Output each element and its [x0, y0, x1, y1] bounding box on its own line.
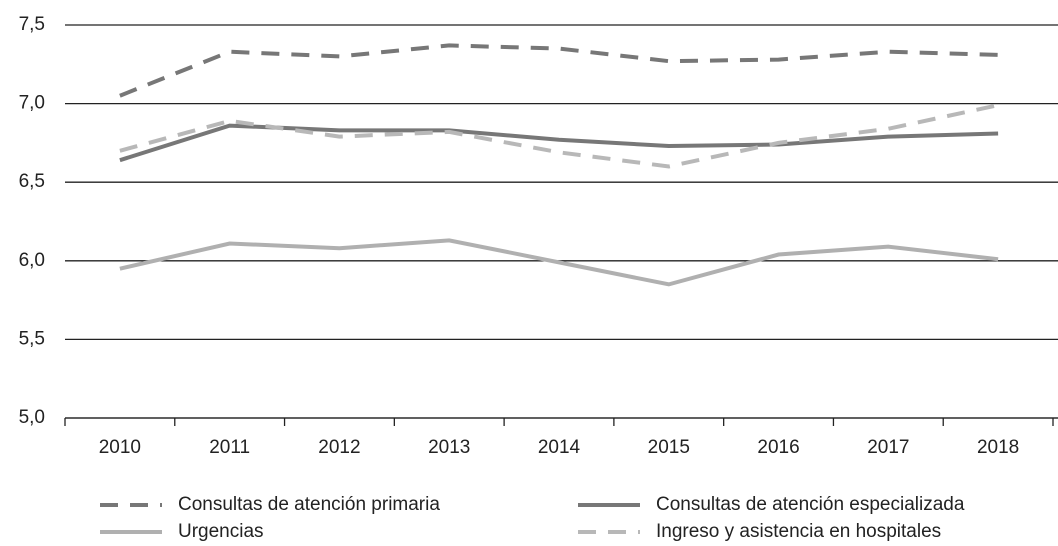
- x-tick-label: 2017: [867, 437, 909, 458]
- y-tick-label: 5,5: [19, 328, 45, 349]
- x-tick-label: 2011: [209, 437, 250, 458]
- legend-label: Consultas de atención especializada: [656, 494, 965, 515]
- y-tick-label: 5,0: [19, 407, 45, 428]
- legend-label: Urgencias: [178, 521, 264, 542]
- x-tick-label: 2014: [538, 437, 581, 458]
- x-tick-label: 2012: [318, 437, 360, 458]
- x-tick-label: 2010: [99, 437, 141, 458]
- y-tick-label: 6,5: [19, 171, 45, 192]
- y-tick-label: 7,0: [19, 93, 45, 114]
- y-tick-label: 7,5: [19, 14, 45, 35]
- series-line: [119, 103, 999, 169]
- y-tick-label: 6,0: [19, 250, 45, 271]
- series-line: [119, 238, 999, 287]
- x-tick-label: 2013: [428, 437, 470, 458]
- legend-label: Consultas de atención primaria: [178, 494, 440, 515]
- x-tick-label: 2016: [757, 437, 799, 458]
- legend-label: Ingreso y asistencia en hospitales: [656, 521, 941, 542]
- x-tick-label: 2015: [648, 437, 690, 458]
- x-tick-label: 2018: [977, 437, 1019, 458]
- series-line: [119, 43, 999, 98]
